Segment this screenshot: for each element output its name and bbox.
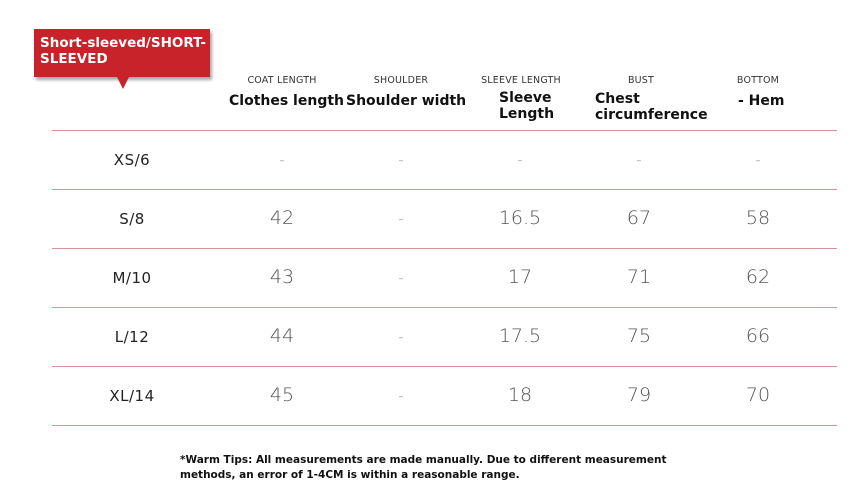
coat-length-value: 42 — [269, 207, 295, 229]
shoulder-value: - — [398, 210, 404, 228]
divider-line — [52, 130, 837, 131]
size-label: XS/6 — [113, 151, 151, 169]
sleeve-value: 16.5 — [498, 207, 542, 229]
header-bust-small: BUST — [627, 75, 655, 86]
coat-length-value: - — [279, 151, 285, 169]
shoulder-value: - — [398, 387, 404, 405]
hem-value: 66 — [745, 325, 771, 347]
divider-line — [52, 366, 837, 367]
hem-value: - — [755, 151, 761, 169]
shoulder-value: - — [398, 269, 404, 287]
header-sleeve: Sleeve Length — [499, 90, 555, 122]
divider-line — [52, 189, 837, 190]
divider-line — [52, 425, 837, 426]
divider-line — [52, 307, 837, 308]
size-label: L/12 — [114, 328, 150, 346]
header-bottom: - Hem — [738, 93, 785, 109]
size-label: S/8 — [119, 210, 145, 228]
warm-tips-note: *Warm Tips: All measurements are made ma… — [180, 454, 667, 481]
hem-value: 62 — [745, 266, 771, 288]
size-label: M/10 — [112, 269, 152, 287]
hem-value: 70 — [745, 384, 771, 406]
bust-value: 79 — [626, 384, 652, 406]
header-coat-length: Clothes length — [229, 93, 344, 109]
shoulder-value: - — [398, 328, 404, 346]
bust-value: 67 — [626, 207, 652, 229]
header-shoulder-small: SHOULDER — [373, 75, 429, 86]
sleeve-value: 17.5 — [498, 325, 542, 347]
tag-label: Short-sleeved/SHORT-SLEEVED — [40, 35, 206, 67]
size-label: XL/14 — [109, 387, 155, 405]
header-bust: Chest circumference — [595, 91, 708, 123]
divider-line — [52, 248, 837, 249]
coat-length-value: 43 — [269, 266, 295, 288]
header-coat-length-small: COAT LENGTH — [247, 75, 317, 86]
bust-value: 71 — [626, 266, 652, 288]
coat-length-value: 45 — [269, 384, 295, 406]
coat-length-value: 44 — [269, 325, 295, 347]
sleeve-value: - — [517, 151, 523, 169]
header-bottom-small: BOTTOM — [736, 75, 780, 86]
header-shoulder: Shoulder width — [346, 93, 467, 109]
shoulder-value: - — [398, 151, 404, 169]
sleeve-value: 18 — [507, 384, 533, 406]
sleeve-value: 17 — [507, 266, 533, 288]
tag-pointer-icon — [117, 77, 129, 89]
size-chart-tag: Short-sleeved/SHORT-SLEEVED — [34, 29, 210, 77]
bust-value: - — [636, 151, 642, 169]
bust-value: 75 — [626, 325, 652, 347]
header-sleeve-small: SLEEVE LENGTH — [481, 75, 561, 86]
hem-value: 58 — [745, 207, 771, 229]
